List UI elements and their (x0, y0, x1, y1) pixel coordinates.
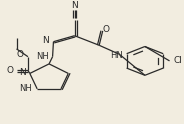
Text: N: N (71, 1, 78, 10)
Text: HN: HN (110, 51, 123, 60)
Text: Cl: Cl (174, 56, 183, 65)
Text: O: O (17, 50, 24, 59)
Text: O: O (103, 25, 110, 34)
Text: O: O (6, 66, 13, 75)
Text: N: N (42, 36, 49, 45)
Text: N: N (19, 68, 25, 77)
Text: NH: NH (36, 52, 49, 61)
Text: NH: NH (20, 84, 32, 93)
